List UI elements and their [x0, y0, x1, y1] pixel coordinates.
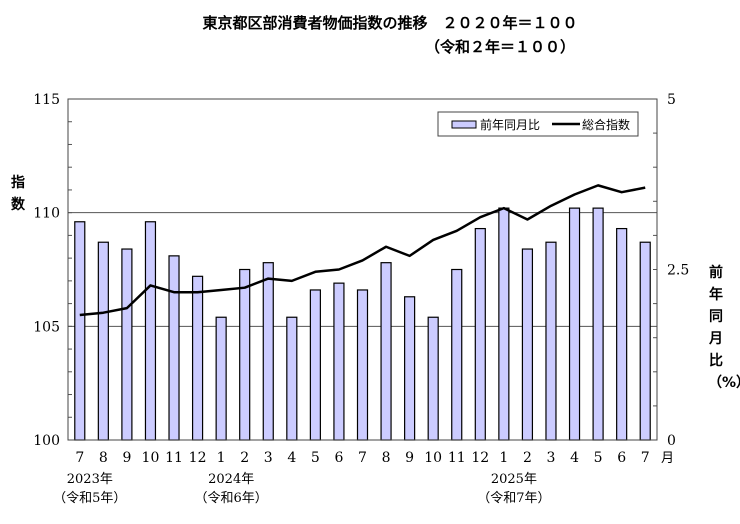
x-tick-label: 7 [75, 450, 84, 466]
x-tick-label: 6 [617, 450, 626, 466]
right-tick-label: 0 [667, 433, 676, 449]
bar [74, 221, 86, 441]
x-tick-label: 9 [122, 450, 131, 466]
chart-subtitle: （令和２年＝１００） [424, 38, 575, 56]
bar [168, 255, 180, 441]
right-tick-label: 5 [667, 92, 676, 108]
x-tick-label: 12 [471, 450, 489, 466]
x-tick-label: 10 [424, 450, 442, 466]
chart-title: 東京都区部消費者物価指数の推移 ２０２０年＝１００ [202, 14, 578, 32]
legend-bar-label: 前年同月比 [480, 117, 540, 132]
bar [309, 289, 321, 441]
bar [592, 207, 604, 441]
bar [333, 282, 345, 441]
x-tick-label: 12 [189, 450, 207, 466]
x-tick-label: 11 [165, 450, 183, 466]
x-tick-label: 7 [358, 450, 367, 466]
x-tick-label: 4 [287, 450, 296, 466]
era-label: （令和7年） [477, 491, 550, 506]
x-tick-label: 7 [641, 450, 650, 466]
bar [239, 268, 251, 441]
left-tick-label: 115 [33, 92, 60, 108]
bar [521, 248, 534, 441]
bar [191, 275, 204, 441]
x-tick-label: 8 [382, 450, 391, 466]
left-axis-label: 指数 [11, 175, 25, 213]
x-unit-label: 月 [661, 451, 674, 466]
left-tick-label: 100 [33, 433, 60, 449]
year-label: 2024年 [208, 472, 254, 487]
index-line [79, 184, 646, 317]
x-tick-label: 1 [499, 450, 508, 466]
bar [121, 248, 133, 441]
bar [427, 316, 439, 441]
bar [474, 227, 486, 441]
x-tick-label: 10 [142, 450, 160, 466]
bar [144, 221, 157, 441]
x-tick-label: 5 [594, 450, 603, 466]
left-tick-label: 105 [33, 319, 60, 335]
bar [451, 268, 463, 441]
x-tick-label: 11 [448, 450, 466, 466]
x-tick-label: 5 [311, 450, 320, 466]
bar [545, 241, 557, 441]
x-tick-label: 1 [217, 450, 226, 466]
x-tick-label: 9 [405, 450, 414, 466]
legend-line-label: 総合指数 [582, 117, 630, 132]
era-label: （令和5年） [53, 491, 126, 506]
year-label: 2025年 [491, 472, 537, 487]
bar [498, 207, 510, 441]
plot-frame [67, 98, 658, 441]
bar [356, 289, 369, 441]
right-tick-label: 2.5 [667, 263, 689, 279]
x-tick-label: 2 [240, 450, 249, 466]
x-tick-label: 8 [99, 450, 108, 466]
bar [262, 262, 274, 441]
bar [97, 241, 109, 441]
bar [380, 262, 392, 441]
x-tick-label: 2 [523, 450, 532, 466]
x-tick-label: 4 [570, 450, 579, 466]
bar [639, 241, 651, 441]
bar [286, 316, 298, 441]
legend-bar-swatch [451, 120, 477, 129]
bar [404, 296, 416, 441]
x-tick-label: 3 [264, 450, 273, 466]
left-tick-label: 110 [33, 206, 60, 222]
bar [616, 227, 628, 441]
bar [215, 316, 227, 441]
x-tick-label: 3 [547, 450, 556, 466]
year-label: 2023年 [67, 472, 113, 487]
bar [568, 207, 581, 441]
x-tick-label: 6 [334, 450, 343, 466]
era-label: （令和6年） [194, 491, 267, 506]
